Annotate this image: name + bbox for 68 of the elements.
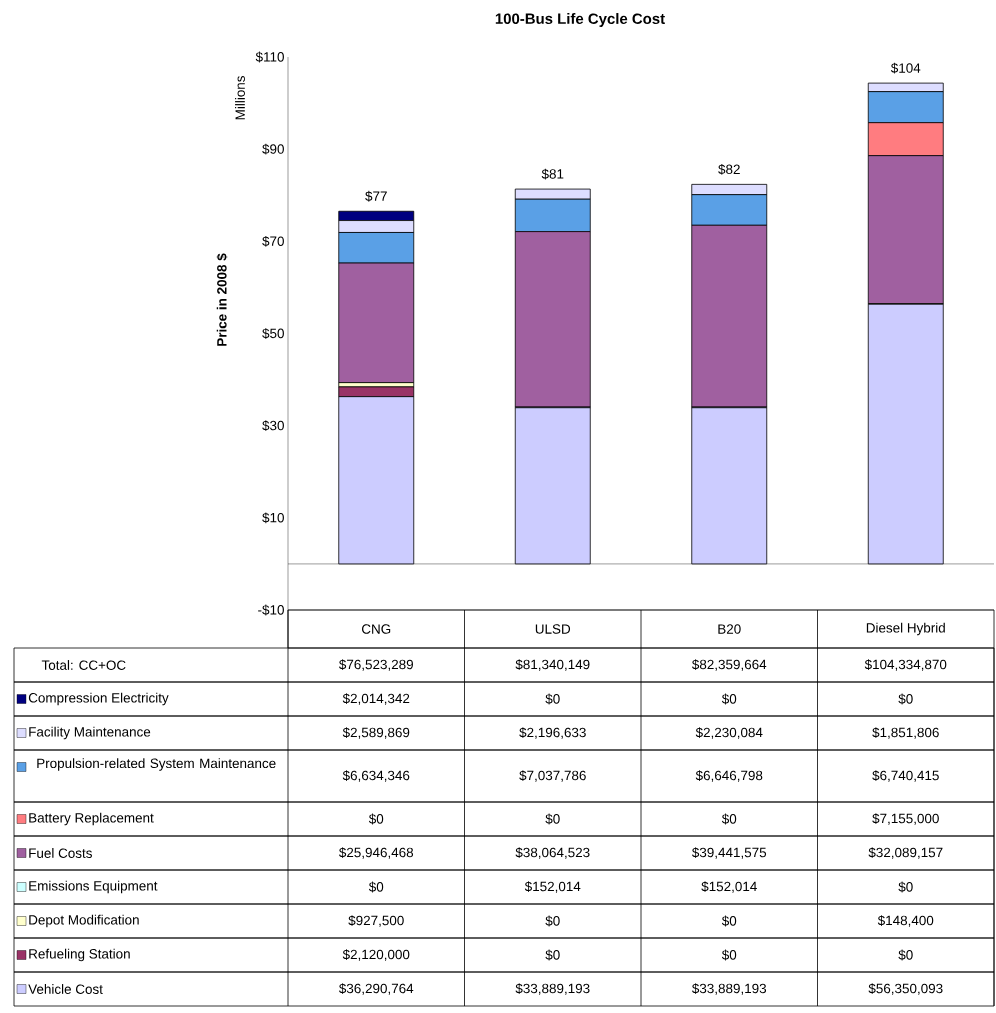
total-label: $77 [365, 190, 387, 202]
x-tick-label: B20 [718, 624, 741, 634]
text: $0 [545, 949, 560, 961]
text: $2,014,342 [342, 693, 410, 705]
text: $0 [721, 693, 737, 705]
text: $38,064,523 [515, 847, 590, 859]
text: $7,037,786 [519, 770, 586, 782]
text: $0 [545, 693, 560, 705]
text: $0 [545, 813, 560, 825]
text: $2,230,084 [695, 727, 763, 739]
text: $0 [898, 881, 913, 893]
y-tick-label: $10 [262, 512, 284, 524]
legend-label: Compression Electricity [28, 692, 169, 706]
text: $0 [545, 915, 560, 927]
text: $0 [898, 949, 913, 961]
x-tick-label: CNG [361, 624, 391, 634]
text: $82,359,664 [691, 659, 767, 671]
y-tick-label: $110 [255, 51, 284, 63]
text: $76,523,289 [338, 659, 413, 671]
text: $32,089,157 [868, 847, 943, 859]
text: $0 [721, 949, 737, 961]
legend-label: Battery Replacement [29, 812, 154, 826]
text: $0 [368, 881, 384, 893]
x-tick-label: Diesel Hybrid [866, 622, 945, 636]
text: $0 [721, 813, 737, 825]
legend-label: Depot Modification [29, 914, 139, 928]
total-label: $82 [718, 163, 740, 175]
text: $33,889,193 [515, 983, 590, 995]
text: $81,340,149 [515, 659, 590, 671]
text: $2,196,633 [519, 727, 586, 739]
text: $0 [721, 915, 737, 927]
text: $7,155,000 [872, 813, 939, 825]
y-tick-label: -$10 [258, 604, 284, 616]
text: $152,014 [701, 881, 757, 893]
x-tick-label: ULSD [535, 624, 571, 634]
text: $36,290,764 [338, 983, 414, 995]
y-tick-label: $50 [262, 328, 284, 339]
total-label: $104 [890, 62, 921, 74]
y-tick-label: $30 [262, 420, 284, 432]
text: Millions [235, 76, 245, 120]
text: $6,740,415 [872, 770, 939, 782]
legend-label: Propulsion-related System Maintenance [37, 758, 276, 771]
text: $0 [368, 813, 384, 825]
text: $39,441,575 [691, 847, 767, 859]
legend-label: Vehicle Cost [28, 984, 103, 994]
text: $152,014 [524, 881, 581, 893]
text: $927,500 [348, 915, 404, 927]
text: $6,646,798 [695, 770, 763, 782]
text: $2,120,000 [342, 949, 410, 961]
text: $56,350,093 [868, 983, 943, 995]
text: $25,946,468 [338, 847, 414, 859]
legend-label: Refueling Station [29, 948, 130, 962]
text: Total: CC+OC [41, 660, 126, 670]
total-label: $81 [541, 168, 564, 180]
text: $6,634,346 [342, 770, 410, 782]
text: $1,851,806 [872, 727, 939, 739]
legend-label: Emissions Equipment [29, 880, 158, 894]
y-tick-label: $70 [262, 235, 284, 247]
legend-label: Facility Maintenance [29, 726, 151, 740]
text: $33,889,193 [691, 983, 767, 995]
text: $0 [898, 693, 913, 705]
y-axis-title: Price in 2008 $ [216, 253, 228, 346]
chart-title: 100-Bus Life Cycle Cost [495, 13, 665, 27]
y-tick-label: $90 [262, 143, 284, 155]
text: $2,589,869 [342, 727, 410, 739]
text: $148,400 [877, 915, 934, 927]
text: $104,334,870 [864, 659, 947, 671]
legend-label: Fuel Costs [29, 848, 92, 858]
